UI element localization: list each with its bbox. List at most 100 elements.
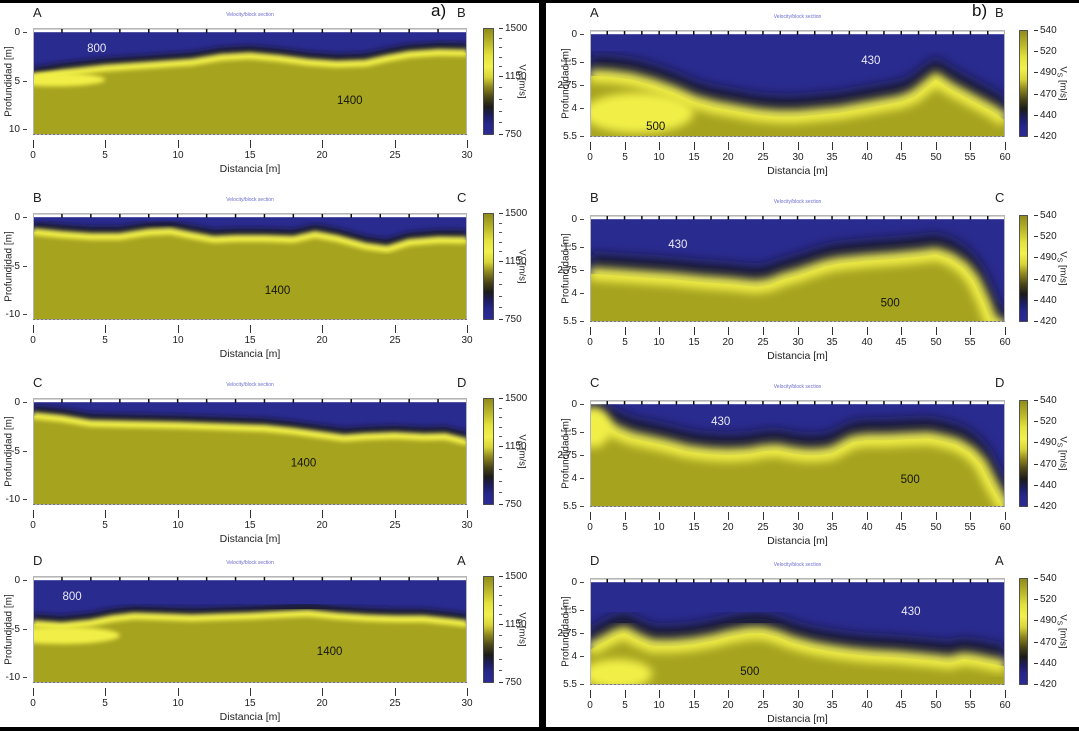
x-tick-mark [901,690,902,698]
colorbar-minor-tick [499,272,502,273]
colorbar-axis-label: VS [m/s] [1055,436,1069,471]
velocity-section-plot-b4: 430 500 [590,578,1005,685]
x-tick-label: 20 [722,522,734,533]
x-tick-mark [659,690,660,698]
high-velocity-bright-zone [33,626,120,645]
x-axis-label: Distancia [m] [219,533,281,545]
high-velocity-layer [33,52,467,135]
column-a-label: a) [431,1,447,20]
geophone-position-ticks [606,400,989,405]
colorbar-tick-label: 440 [1034,481,1057,491]
section-panel-b1: A B Velocity/block section 430 500 Profundi [546,0,1079,183]
colorbar-minor-tick [499,284,502,285]
x-tick-label: 35 [826,522,838,533]
colorbar-tick-label: 1500 [499,24,527,34]
x-axis-label: Distancia [m] [767,535,828,547]
x-tick-label: 45 [895,152,907,163]
colorbar-tick-label: 540 [1034,396,1057,406]
x-tick-mark [798,142,799,150]
colorbar-axis-label: VP [m/s] [514,434,528,469]
velocity-annotation: 500 [901,474,920,486]
colorbar-minor-tick [499,251,502,252]
x-tick-mark [798,690,799,698]
x-tick-label: 15 [244,520,256,531]
y-tick-label: 0 [0,398,27,408]
section-panel-a2: B C Velocity/block section 1400 Profundida [0,185,539,368]
section-start-letter: C [590,375,600,390]
x-tick-label: 55 [964,700,976,711]
colorbar-minor-tick [499,635,502,636]
x-tick-label: 20 [316,520,328,531]
colorbar-tick-label: 420 [1034,680,1057,690]
x-tick-label: 30 [792,700,804,711]
x-tick-label: 15 [244,335,256,346]
geophone-position-ticks [61,398,439,403]
colorbar-minor-tick [499,87,502,88]
x-tick-mark [467,140,468,148]
x-tick-mark [178,510,179,518]
x-tick-mark [936,690,937,698]
colorbar-minor-tick [499,296,502,297]
high-velocity-layer [590,75,1005,137]
x-tick-mark [467,510,468,518]
high-velocity-layer [33,231,467,320]
colorbar-minor-tick [499,232,502,233]
geophone-position-ticks [61,576,439,581]
x-tick-label: 20 [316,335,328,346]
x-tick-label: 35 [826,700,838,711]
x-tick-mark [798,327,799,335]
y-tick-label: 2.75 [550,81,584,91]
x-tick-mark [728,142,729,150]
velocity-interface [33,412,467,446]
y-tick-label: 4 [550,289,584,299]
x-tick-mark [832,327,833,335]
x-tick-mark [936,327,937,335]
y-tick-label: 0 [0,28,27,38]
x-tick-mark [322,140,323,148]
x-tick-label: 0 [30,520,36,531]
x-tick-label: 5 [102,520,108,531]
colorbar-tick-label: 540 [1034,574,1057,584]
x-tick-label: 40 [861,522,873,533]
x-axis-label: Distancia [m] [219,348,281,360]
colorbar-minor-tick [499,57,502,58]
colorbar-tick-label: 1150 [499,257,527,267]
x-tick-mark [250,140,251,148]
x-tick-label: 5 [622,152,628,163]
x-tick-mark [798,512,799,520]
colorbar-tick-label: 440 [1034,296,1057,306]
x-tick-mark [901,142,902,150]
x-axis-label: Distancia [m] [767,165,828,177]
x-tick-mark [625,142,626,150]
section-start-letter: C [33,375,43,390]
geophone-position-ticks [606,215,989,220]
colorbar-minor-tick [499,408,502,409]
high-velocity-bright-zone [33,72,106,87]
section-end-letter: A [995,553,1004,568]
plot-mini-title: Velocity/block section [773,14,822,20]
x-tick-mark [178,325,179,333]
x-tick-mark [867,327,868,335]
colorbar-minor-tick [499,481,502,482]
x-tick-label: 10 [172,698,184,709]
x-tick-label: 30 [461,150,473,161]
x-tick-label: 55 [964,152,976,163]
y-tick-label: 0 [550,30,584,40]
x-tick-label: 25 [389,698,401,709]
y-tick-label: 4 [550,104,584,114]
x-tick-mark [694,142,695,150]
section-end-letter: B [995,5,1004,20]
x-tick-mark [728,690,729,698]
y-tick-label: 0 [550,215,584,225]
x-tick-label: 0 [587,700,593,711]
x-tick-label: 55 [964,522,976,533]
velocity-annotation: 1400 [317,646,343,658]
geophone-position-ticks [61,28,439,33]
colorbar-b1 [1019,30,1028,137]
section-start-letter: B [33,190,42,205]
colorbar-minor-tick [499,122,502,123]
colorbar-tick-label: 420 [1034,502,1057,512]
x-tick-mark [728,327,729,335]
section-end-letter: C [457,190,467,205]
x-tick-label: 10 [172,150,184,161]
